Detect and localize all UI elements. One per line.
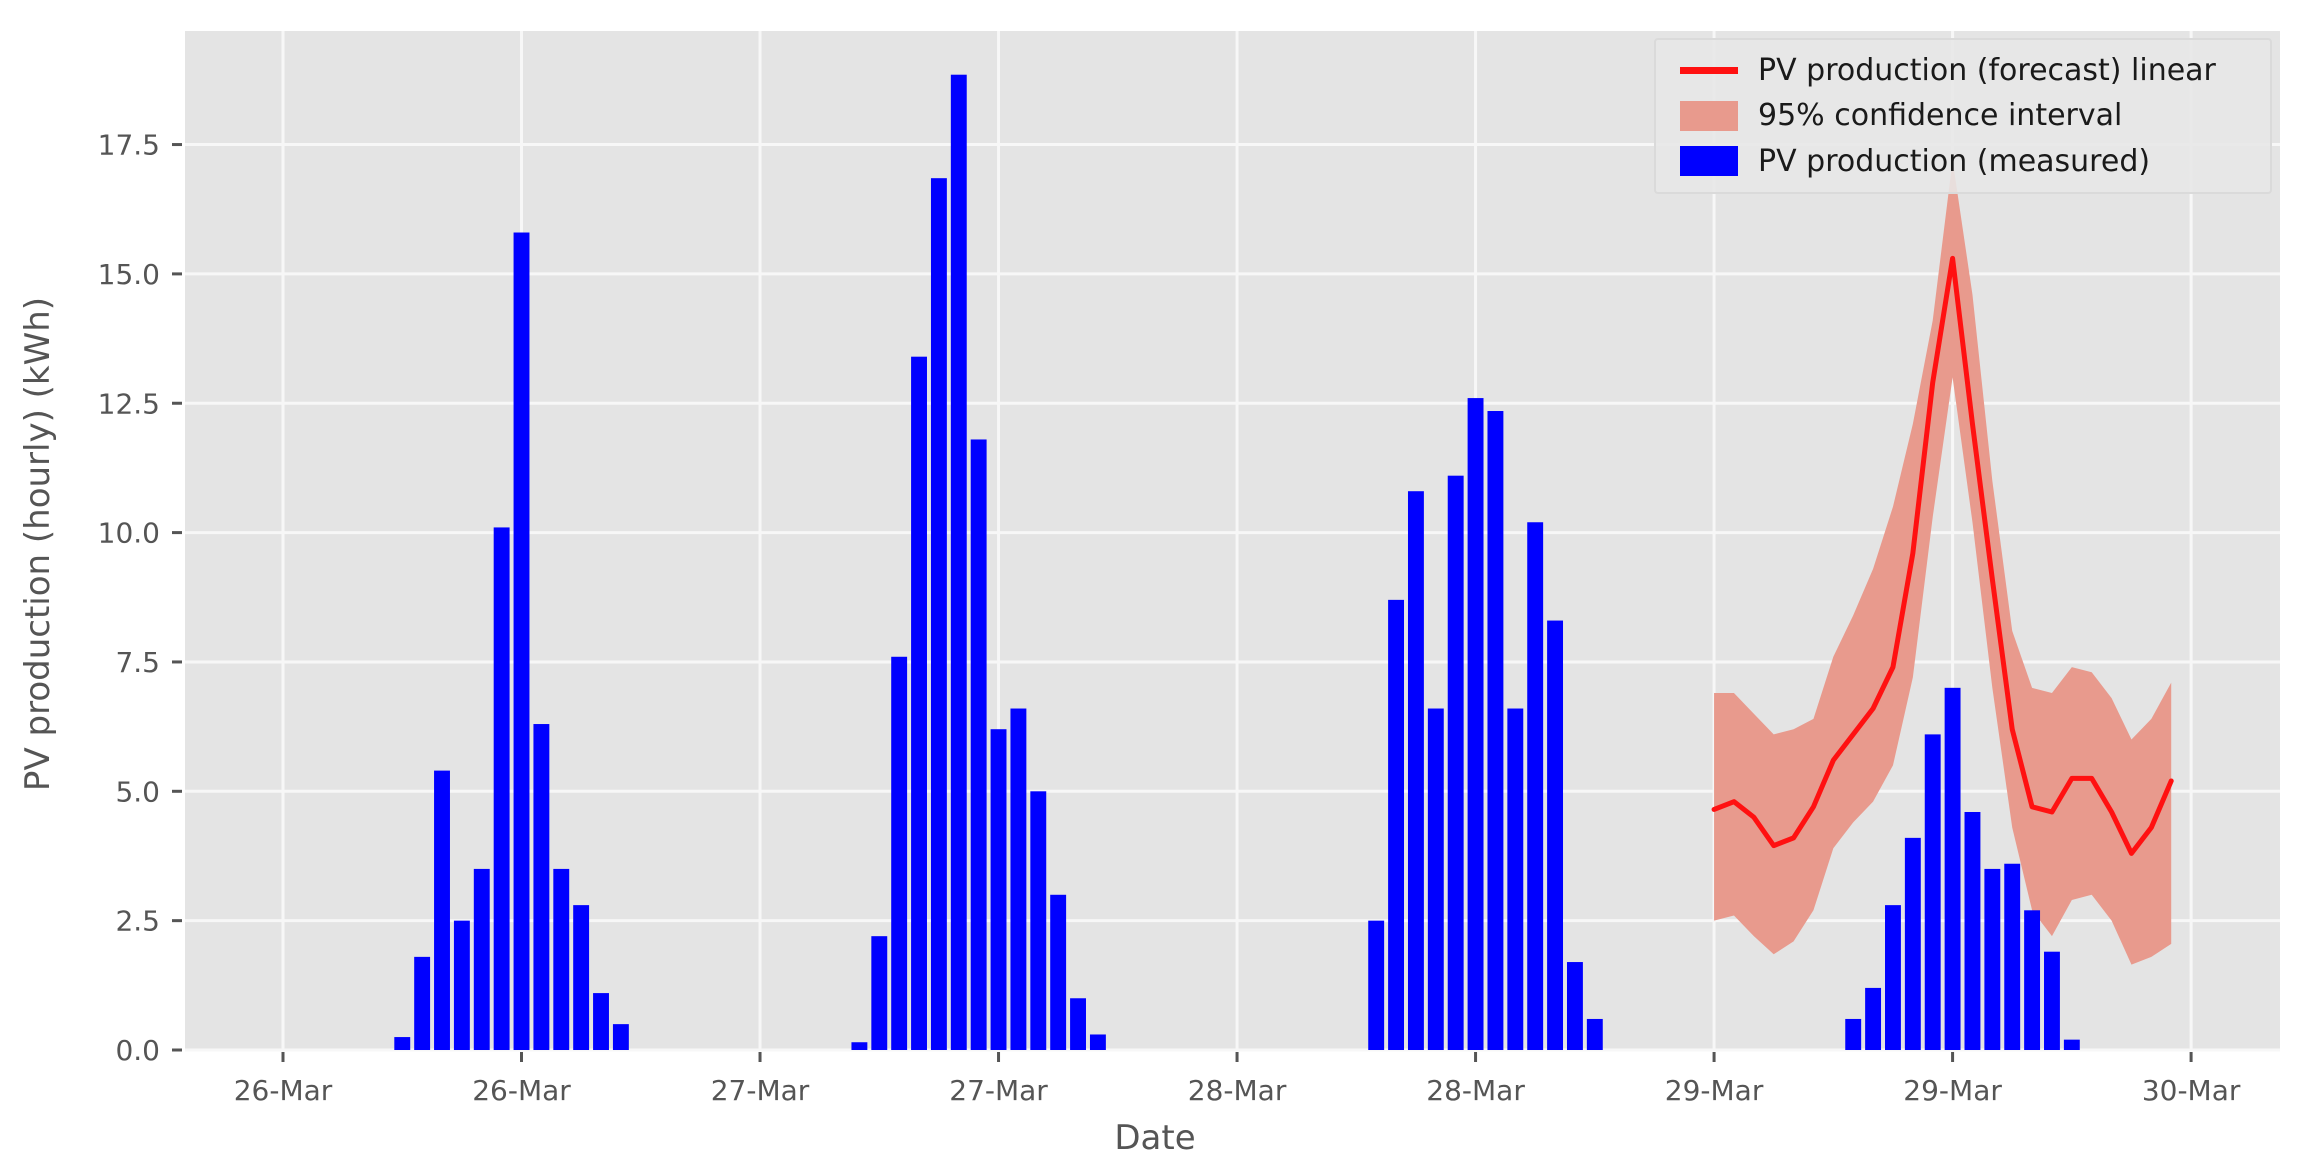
y-tick-label: 2.5 bbox=[115, 905, 160, 938]
x-tick-label: 27-Mar bbox=[711, 1074, 810, 1107]
bar-pv-measured bbox=[1507, 708, 1524, 1050]
bar-pv-measured bbox=[970, 439, 987, 1050]
bar-pv-measured bbox=[2063, 1039, 2080, 1050]
bar-pv-measured bbox=[612, 1024, 629, 1050]
legend-label-confidence: 95% confidence interval bbox=[1758, 98, 2123, 134]
bar-pv-measured bbox=[1388, 599, 1405, 1050]
bar-pv-measured bbox=[1527, 522, 1544, 1050]
y-tick-label: 12.5 bbox=[98, 387, 160, 420]
y-tick-label: 0.0 bbox=[115, 1034, 160, 1067]
bar-pv-measured bbox=[394, 1037, 411, 1050]
confidence-band bbox=[1714, 160, 2172, 965]
bar-pv-measured bbox=[2004, 863, 2021, 1050]
bar-pv-measured bbox=[513, 232, 530, 1050]
y-tick-label: 5.0 bbox=[115, 775, 160, 808]
bar-pv-measured bbox=[2024, 910, 2041, 1050]
bar-pv-measured bbox=[593, 993, 609, 1050]
x-tick-label: 27-Mar bbox=[949, 1074, 1048, 1107]
x-tick-label: 26-Mar bbox=[234, 1074, 333, 1107]
bar-pv-measured bbox=[891, 656, 908, 1050]
bar-pv-measured bbox=[1427, 708, 1444, 1050]
x-tick-label: 28-Mar bbox=[1188, 1074, 1287, 1107]
measured-bar-swatch bbox=[1680, 146, 1738, 177]
bar-pv-measured bbox=[851, 1042, 868, 1050]
bar-pv-measured bbox=[533, 724, 550, 1050]
y-tick-label: 17.5 bbox=[98, 129, 160, 162]
bar-pv-measured bbox=[453, 920, 470, 1050]
y-tick-label: 10.0 bbox=[98, 517, 160, 550]
y-axis-label: PV production (hourly) (kWh) bbox=[18, 296, 58, 792]
bar-pv-measured bbox=[2044, 951, 2060, 1050]
bar-pv-measured bbox=[1924, 734, 1941, 1050]
bar-pv-measured bbox=[1904, 837, 1921, 1050]
confidence-band-swatch bbox=[1680, 100, 1738, 131]
bar-pv-measured bbox=[1566, 962, 1583, 1050]
x-tick-label: 30-Mar bbox=[2142, 1074, 2241, 1107]
legend-label-forecast: PV production (forecast) linear bbox=[1758, 53, 2216, 89]
legend-item-measured: PV production (measured) bbox=[1680, 139, 2270, 183]
bar-pv-measured bbox=[930, 178, 947, 1050]
bar-pv-measured bbox=[1070, 998, 1086, 1050]
legend: PV production (forecast) linear 95% conf… bbox=[1654, 38, 2272, 194]
bar-pv-measured bbox=[493, 527, 510, 1050]
bar-pv-measured bbox=[1407, 491, 1424, 1050]
bar-pv-measured bbox=[573, 905, 590, 1050]
bar-pv-measured bbox=[1885, 905, 1901, 1050]
bar-pv-measured bbox=[553, 868, 570, 1050]
legend-item-confidence: 95% confidence interval bbox=[1680, 94, 2270, 138]
bar-pv-measured bbox=[1944, 687, 1961, 1050]
bar-pv-measured bbox=[1984, 868, 2001, 1050]
bar-pv-measured bbox=[1964, 811, 1981, 1050]
bar-pv-measured bbox=[950, 74, 967, 1051]
bar-pv-measured bbox=[1487, 411, 1504, 1050]
bar-pv-measured bbox=[473, 868, 490, 1050]
bar-pv-measured bbox=[1010, 708, 1027, 1050]
bar-pv-measured bbox=[871, 936, 888, 1050]
bar-pv-measured bbox=[1586, 1018, 1603, 1050]
x-tick-label: 29-Mar bbox=[1665, 1074, 1764, 1107]
legend-item-forecast: PV production (forecast) linear bbox=[1680, 49, 2270, 93]
bar-pv-measured bbox=[911, 356, 927, 1051]
bar-pv-measured bbox=[1845, 1018, 1862, 1050]
y-tick-label: 7.5 bbox=[115, 646, 160, 679]
bar-pv-measured bbox=[1547, 620, 1564, 1050]
x-tick-label: 26-Mar bbox=[472, 1074, 571, 1107]
bar-pv-measured bbox=[1368, 920, 1385, 1050]
bar-pv-measured bbox=[1865, 987, 1882, 1050]
bar-pv-measured bbox=[434, 770, 450, 1050]
bar-pv-measured bbox=[1030, 791, 1047, 1050]
bar-pv-measured bbox=[990, 729, 1007, 1050]
bar-pv-measured bbox=[1089, 1034, 1106, 1050]
x-tick-label: 29-Mar bbox=[1903, 1074, 2002, 1107]
x-axis-label: Date bbox=[1114, 1118, 1196, 1158]
legend-label-measured: PV production (measured) bbox=[1758, 143, 2151, 179]
x-tick-label: 28-Mar bbox=[1426, 1074, 1525, 1107]
bar-pv-measured bbox=[1467, 398, 1484, 1050]
bar-pv-measured bbox=[1050, 894, 1067, 1050]
bar-pv-measured bbox=[414, 956, 431, 1050]
y-tick-label: 15.0 bbox=[98, 258, 160, 291]
bar-pv-measured bbox=[1447, 475, 1464, 1050]
forecast-line-swatch bbox=[1680, 67, 1738, 75]
forecast-line bbox=[1711, 255, 2174, 856]
